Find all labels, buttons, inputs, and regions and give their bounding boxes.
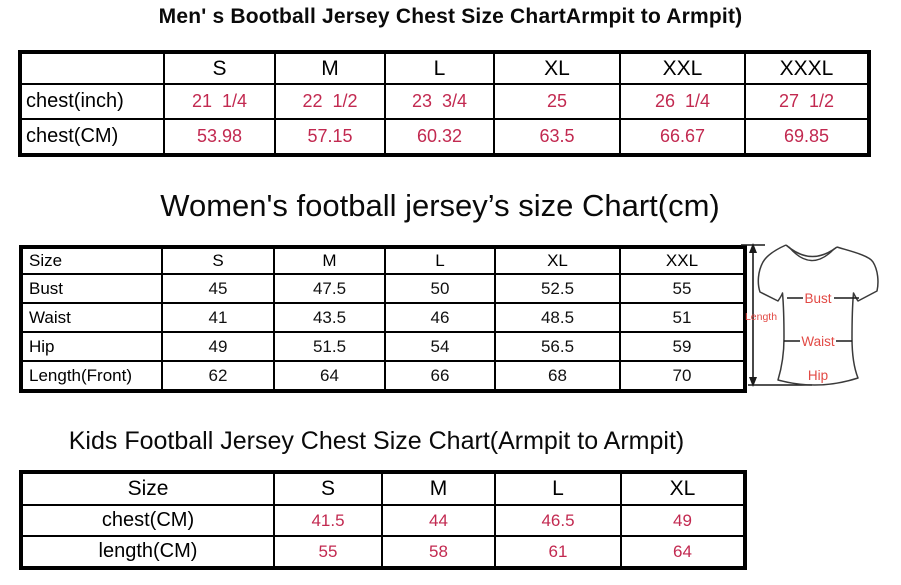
women-header-xl: XL bbox=[494, 246, 621, 275]
row-label: chest(CM) bbox=[20, 504, 275, 537]
cell-value: 45 bbox=[161, 273, 275, 304]
men-header-m: M bbox=[274, 51, 386, 85]
row-label: length(CM) bbox=[20, 535, 275, 569]
cell-value: 50 bbox=[384, 273, 496, 304]
cell-value: 69.85 bbox=[744, 118, 870, 156]
waist-label: Waist bbox=[801, 334, 834, 349]
cell-value: 58 bbox=[381, 535, 496, 569]
cell-value: 23 3/4 bbox=[384, 83, 495, 120]
cell-value: 43.5 bbox=[273, 302, 386, 333]
cell-value: 41.5 bbox=[273, 504, 383, 537]
women-chart-title: Women's football jersey’s size Chart(cm) bbox=[160, 188, 720, 223]
women-header-size: Size bbox=[20, 246, 163, 275]
collar-outer-line bbox=[785, 244, 838, 258]
collar-inner-line bbox=[788, 246, 835, 262]
men-header-xl: XL bbox=[493, 51, 621, 85]
cell-value: 51.5 bbox=[273, 331, 386, 362]
men-header-xxxl: XXXL bbox=[744, 51, 870, 85]
length-label: Length bbox=[745, 311, 777, 323]
cell-value: 54 bbox=[384, 331, 496, 362]
cell-value: 49 bbox=[620, 504, 746, 537]
kids-length-row: length(CM) 55 58 61 64 bbox=[20, 535, 746, 569]
cell-value: 27 1/2 bbox=[744, 83, 870, 120]
cell-value: 56.5 bbox=[494, 331, 621, 362]
cell-value: 53.98 bbox=[163, 118, 276, 156]
women-header-l: L bbox=[384, 246, 496, 275]
kids-header-size: Size bbox=[20, 471, 275, 506]
cell-value: 57.15 bbox=[274, 118, 386, 156]
row-label: chest(CM) bbox=[19, 118, 165, 156]
bust-label: Bust bbox=[804, 291, 831, 306]
cell-value: 52.5 bbox=[494, 273, 621, 304]
cell-value: 70 bbox=[619, 360, 746, 392]
men-header-s: S bbox=[163, 51, 276, 85]
cell-value: 63.5 bbox=[493, 118, 621, 156]
kids-header-xl: XL bbox=[620, 471, 746, 506]
cell-value: 64 bbox=[620, 535, 746, 569]
tshirt-outline bbox=[757, 244, 879, 386]
cell-value: 60.32 bbox=[384, 118, 495, 156]
men-chest-cm-row: chest(CM) 53.98 57.15 60.32 63.5 66.67 6… bbox=[19, 118, 870, 156]
tshirt-measurement-diagram: Length Bust Waist Hip bbox=[741, 243, 879, 387]
cell-value: 46.5 bbox=[494, 504, 622, 537]
cell-value: 55 bbox=[273, 535, 383, 569]
kids-header-l: L bbox=[494, 471, 622, 506]
men-chart-title: Men' s Bootball Jersey Chest Size ChartA… bbox=[158, 5, 743, 28]
kids-header-s: S bbox=[273, 471, 383, 506]
kids-header-m: M bbox=[381, 471, 496, 506]
kids-chart-title: Kids Football Jersey Chest Size Chart(Ar… bbox=[68, 427, 685, 455]
cell-value: 59 bbox=[619, 331, 746, 362]
men-header-l: L bbox=[384, 51, 495, 85]
kids-chest-row: chest(CM) 41.5 44 46.5 49 bbox=[20, 504, 746, 537]
men-chest-inch-row: chest(inch) 21 1/4 22 1/2 23 3/4 25 26 1… bbox=[19, 83, 870, 120]
women-header-s: S bbox=[161, 246, 275, 275]
cell-value: 48.5 bbox=[494, 302, 621, 333]
cell-value: 22 1/2 bbox=[274, 83, 386, 120]
cell-value: 64 bbox=[273, 360, 386, 392]
cell-value: 41 bbox=[161, 302, 275, 333]
women-bust-row: Bust 45 47.5 50 52.5 55 bbox=[20, 273, 746, 304]
women-header-row: Size S M L XL XXL bbox=[20, 246, 746, 275]
cell-value: 68 bbox=[494, 360, 621, 392]
cell-value: 51 bbox=[619, 302, 746, 333]
women-waist-row: Waist 41 43.5 46 48.5 51 bbox=[20, 302, 746, 333]
men-header-empty bbox=[19, 51, 165, 85]
row-label: Hip bbox=[20, 331, 163, 362]
cell-value: 66.67 bbox=[619, 118, 746, 156]
cell-value: 21 1/4 bbox=[163, 83, 276, 120]
cell-value: 47.5 bbox=[273, 273, 386, 304]
row-label: Waist bbox=[20, 302, 163, 333]
kids-size-table: Size S M L XL chest(CM) 41.5 44 46.5 49 … bbox=[19, 470, 747, 570]
women-hip-row: Hip 49 51.5 54 56.5 59 bbox=[20, 331, 746, 362]
women-header-xxl: XXL bbox=[619, 246, 746, 275]
cell-value: 49 bbox=[161, 331, 275, 362]
row-label: chest(inch) bbox=[19, 83, 165, 120]
men-header-row: S M L XL XXL XXXL bbox=[19, 51, 870, 85]
length-arrow-up-icon bbox=[749, 243, 757, 253]
row-label: Length(Front) bbox=[20, 360, 163, 392]
cell-value: 61 bbox=[494, 535, 622, 569]
women-length-row: Length(Front) 62 64 66 68 70 bbox=[20, 360, 746, 392]
row-label: Bust bbox=[20, 273, 163, 304]
cell-value: 25 bbox=[493, 83, 621, 120]
cell-value: 46 bbox=[384, 302, 496, 333]
women-header-m: M bbox=[273, 246, 386, 275]
cell-value: 55 bbox=[619, 273, 746, 304]
cell-value: 66 bbox=[384, 360, 496, 392]
women-size-table: Size S M L XL XXL Bust 45 47.5 50 52.5 5… bbox=[19, 245, 747, 393]
hip-label: Hip bbox=[808, 368, 828, 383]
cell-value: 26 1/4 bbox=[619, 83, 746, 120]
cell-value: 62 bbox=[161, 360, 275, 392]
kids-header-row: Size S M L XL bbox=[20, 471, 746, 506]
cell-value: 44 bbox=[381, 504, 496, 537]
men-header-xxl: XXL bbox=[619, 51, 746, 85]
length-arrow-down-icon bbox=[749, 377, 757, 387]
men-size-table: S M L XL XXL XXXL chest(inch) 21 1/4 22 … bbox=[18, 50, 871, 157]
